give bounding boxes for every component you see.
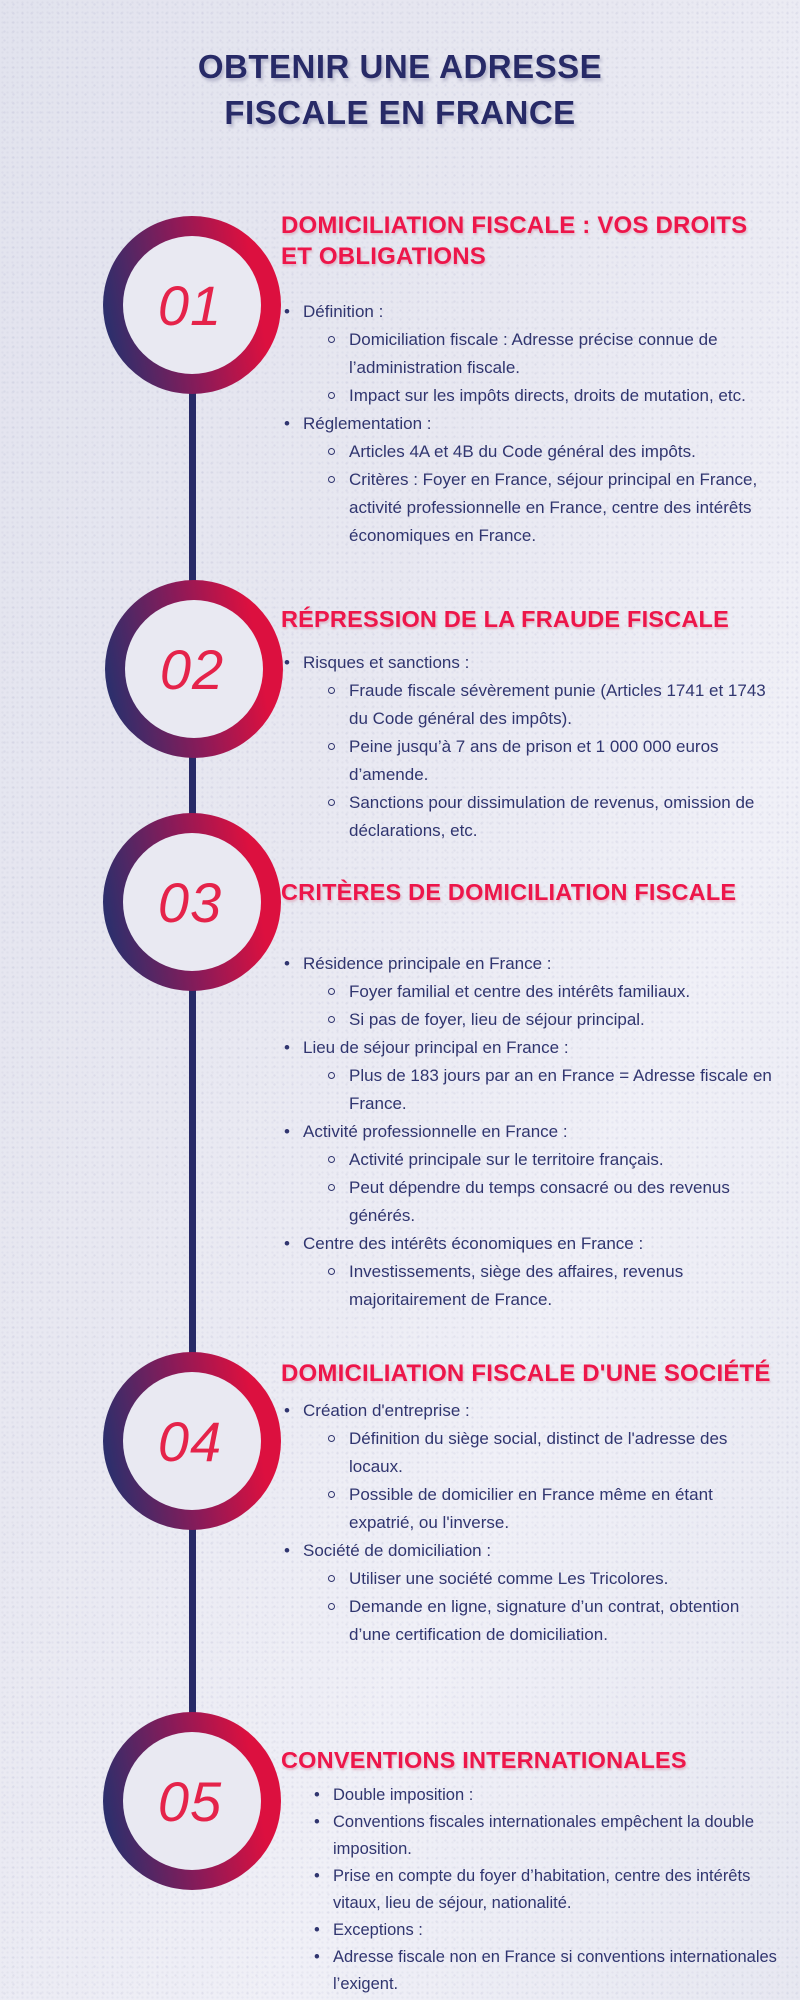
list-item: Investissements, siège des affaires, rev… bbox=[325, 1258, 781, 1314]
step-circle-01: 01 bbox=[103, 216, 281, 394]
list-item: Plus de 183 jours par an en France = Adr… bbox=[325, 1062, 781, 1118]
list-item: Conventions fiscales internationales emp… bbox=[311, 1809, 781, 1863]
step-number: 03 bbox=[157, 870, 223, 934]
page-title: OBTENIR UNE ADRESSE FISCALE EN FRANCE bbox=[0, 44, 800, 136]
step-circle-01-inner: 01 bbox=[123, 236, 261, 374]
list-item: Activité principale sur le territoire fr… bbox=[325, 1146, 781, 1174]
step-circle-05: 05 bbox=[103, 1712, 281, 1890]
step-circle-03-inner: 03 bbox=[123, 833, 261, 971]
step-number: 01 bbox=[157, 273, 223, 337]
section-domiciliation-societe: DOMICILIATION FISCALE D'UNE SOCIÉTÉ Créa… bbox=[281, 1358, 781, 1649]
list-item: Réglementation : bbox=[281, 410, 781, 438]
step-number: 02 bbox=[159, 637, 225, 701]
list-item: Centre des intérêts économiques en Franc… bbox=[281, 1230, 781, 1258]
list-item: Possible de domicilier en France même en… bbox=[325, 1481, 781, 1537]
list-item: Peine jusqu’à 7 ans de prison et 1 000 0… bbox=[325, 733, 781, 789]
section-repression-fraude: RÉPRESSION DE LA FRAUDE FISCALE Risques … bbox=[281, 604, 781, 845]
list-item: Demande en ligne, signature d’un contrat… bbox=[325, 1593, 781, 1649]
list-item: Domiciliation fiscale : Adresse précise … bbox=[325, 326, 781, 382]
step-circle-03: 03 bbox=[103, 813, 281, 991]
page-title-line2: FISCALE EN FRANCE bbox=[224, 94, 576, 131]
list-item: Peut dépendre du temps consacré ou des r… bbox=[325, 1174, 781, 1230]
list-item: Définition du siège social, distinct de … bbox=[325, 1425, 781, 1481]
step-circle-04-inner: 04 bbox=[123, 1372, 261, 1510]
section-heading: CONVENTIONS INTERNATIONALES bbox=[281, 1747, 687, 1773]
page-title-line1: OBTENIR UNE ADRESSE bbox=[197, 48, 603, 85]
list-item: Fraude fiscale sévèrement punie (Article… bbox=[325, 677, 781, 733]
section-domiciliation-droits: DOMICILIATION FISCALE : VOS DROITS ET OB… bbox=[281, 210, 781, 550]
section-heading: CRITÈRES DE DOMICILIATION FISCALE bbox=[281, 879, 737, 905]
list-item: Critères : Foyer en France, séjour princ… bbox=[325, 466, 781, 550]
section-bullet-list: Risques et sanctions :Fraude fiscale sév… bbox=[281, 649, 781, 845]
list-item: Exceptions : bbox=[311, 1917, 781, 1944]
step-number: 05 bbox=[157, 1769, 223, 1833]
step-circle-04: 04 bbox=[103, 1352, 281, 1530]
list-item: Définition : bbox=[281, 298, 781, 326]
section-heading: DOMICILIATION FISCALE : VOS DROITS ET OB… bbox=[281, 212, 748, 270]
section-criteres-domiciliation: CRITÈRES DE DOMICILIATION FISCALE Réside… bbox=[281, 877, 781, 1314]
list-item: Articles 4A et 4B du Code général des im… bbox=[325, 438, 781, 466]
list-item: Résidence principale en France : bbox=[281, 950, 781, 978]
list-item: Foyer familial et centre des intérêts fa… bbox=[325, 978, 781, 1006]
list-item: Adresse fiscale non en France si convent… bbox=[311, 1944, 781, 1998]
list-item: Sanctions pour dissimulation de revenus,… bbox=[325, 789, 781, 845]
list-item: Prise en compte du foyer d’habitation, c… bbox=[311, 1863, 781, 1917]
section-bullet-list: Résidence principale en France :Foyer fa… bbox=[281, 950, 781, 1314]
list-item: Création d'entreprise : bbox=[281, 1397, 781, 1425]
step-number: 04 bbox=[157, 1409, 223, 1473]
list-item: Risques et sanctions : bbox=[281, 649, 781, 677]
section-heading: RÉPRESSION DE LA FRAUDE FISCALE bbox=[281, 606, 729, 632]
section-bullet-list: Définition :Domiciliation fiscale : Adre… bbox=[281, 298, 781, 550]
list-item: Si pas de foyer, lieu de séjour principa… bbox=[325, 1006, 781, 1034]
list-item: Double imposition : bbox=[311, 1782, 781, 1809]
section-bullet-list: Double imposition :Conventions fiscales … bbox=[281, 1782, 781, 1998]
step-circle-05-inner: 05 bbox=[123, 1732, 261, 1870]
list-item: Société de domiciliation : bbox=[281, 1537, 781, 1565]
timeline-connector bbox=[189, 300, 196, 1805]
list-item: Lieu de séjour principal en France : bbox=[281, 1034, 781, 1062]
list-item: Impact sur les impôts directs, droits de… bbox=[325, 382, 781, 410]
section-bullet-list: Création d'entreprise :Définition du siè… bbox=[281, 1397, 781, 1649]
section-conventions-internationales: CONVENTIONS INTERNATIONALES Double impos… bbox=[281, 1745, 781, 1998]
step-circle-02: 02 bbox=[105, 580, 283, 758]
list-item: Utiliser une société comme Les Tricolore… bbox=[325, 1565, 781, 1593]
step-circle-02-inner: 02 bbox=[125, 600, 263, 738]
list-item: Activité professionnelle en France : bbox=[281, 1118, 781, 1146]
section-heading: DOMICILIATION FISCALE D'UNE SOCIÉTÉ bbox=[281, 1360, 771, 1387]
